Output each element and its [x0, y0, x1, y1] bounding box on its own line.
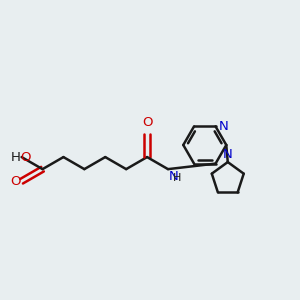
Text: O: O: [142, 116, 152, 129]
Text: N: N: [219, 120, 229, 133]
Text: N: N: [169, 170, 178, 183]
Text: O: O: [21, 151, 31, 164]
Text: N: N: [223, 148, 232, 161]
Text: O: O: [10, 175, 21, 188]
Text: H: H: [173, 173, 181, 183]
Text: H: H: [11, 151, 20, 164]
